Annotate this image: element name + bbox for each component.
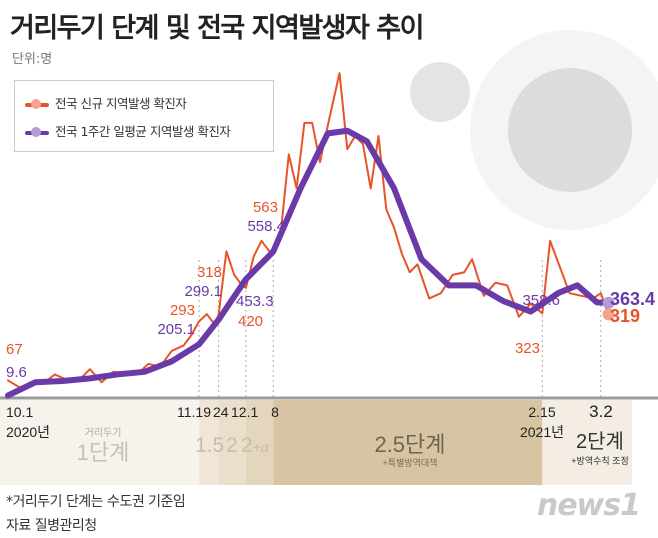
data-label: 67	[6, 341, 23, 358]
data-label: 358.6	[522, 292, 560, 309]
legend-swatch-weekly	[25, 126, 49, 137]
legend-label: 전국 1주간 일평균 지역발생 확진자	[55, 124, 231, 139]
phase-band	[273, 400, 543, 485]
legend: 전국 신규 지역발생 확진자 전국 1주간 일평균 지역발생 확진자	[14, 80, 274, 152]
date-tick-label: 10.1	[6, 404, 33, 420]
date-tick-label: 11.19	[177, 404, 211, 420]
data-label: 558.4	[247, 218, 285, 235]
footer-notes: *거리두기 단계는 수도권 기준임 자료 질병관리청	[6, 490, 186, 538]
footnote: *거리두기 단계는 수도권 기준임	[6, 494, 186, 510]
phase-band	[542, 400, 632, 485]
phase-band	[218, 400, 246, 485]
phase-label: 2	[226, 434, 238, 457]
virus-icon	[410, 62, 470, 122]
weekly-average-line	[5, 127, 612, 399]
end-marker-daily	[602, 308, 615, 321]
data-label: 323	[515, 340, 540, 357]
data-label: 363.4	[610, 289, 655, 309]
date-tick-label: 24	[213, 404, 229, 420]
phase-band	[245, 400, 274, 485]
data-label: 420	[238, 313, 263, 330]
date-tick-label: 3.2	[589, 402, 613, 421]
date-tick-label: 8	[271, 404, 279, 420]
phase-label: 2.5단계	[374, 432, 445, 457]
data-label: 205.1	[157, 321, 195, 338]
legend-item-daily: 전국 신규 지역발생 확진자	[25, 93, 187, 112]
data-label: 563	[253, 199, 278, 216]
phase-label: 2단계	[576, 430, 624, 453]
data-label: 318	[197, 264, 222, 281]
page-title: 거리두기 단계 및 전국 지역발생자 추이	[10, 13, 424, 44]
phase-label: 2+α	[241, 434, 270, 457]
data-label: 453.3	[236, 293, 274, 310]
year-label: 2020년	[6, 424, 50, 440]
phase-note: +특별방역대책	[383, 457, 438, 468]
phase-label-small: 거리두기	[85, 427, 122, 439]
end-marker-weekly	[602, 296, 615, 309]
date-tick-label: 2.15	[528, 404, 555, 420]
legend-swatch-daily	[25, 98, 49, 109]
phase-note: +방역수칙 조정	[571, 456, 628, 466]
data-label: 9.6	[6, 364, 27, 381]
data-label: 293	[170, 302, 195, 319]
news1-logo: news1	[536, 488, 641, 523]
unit-label: 단위:명	[12, 52, 53, 67]
data-label: 319	[610, 306, 640, 326]
phase-label: 1단계	[77, 440, 130, 465]
data-label: 299.1	[184, 283, 222, 300]
date-tick-label: 12.1	[231, 404, 258, 420]
source: 자료 질병관리청	[6, 518, 97, 534]
legend-item-weekly: 전국 1주간 일평균 지역발생 확진자	[25, 121, 231, 140]
legend-label: 전국 신규 지역발생 확진자	[55, 96, 187, 111]
phase-band	[199, 400, 219, 485]
virus-illustration	[410, 30, 658, 230]
virus-icon	[508, 68, 632, 192]
year-label: 2021년	[520, 424, 564, 440]
phase-band	[0, 400, 200, 485]
phase-label: 1.5	[195, 434, 224, 457]
